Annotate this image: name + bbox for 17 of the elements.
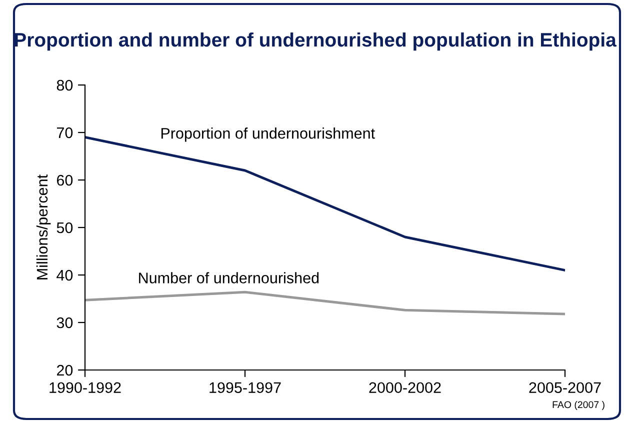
y-tick-label: 50 bbox=[56, 222, 73, 234]
x-tick-label: 2005-2007 bbox=[529, 382, 601, 394]
x-tick-label: 1995-1997 bbox=[210, 382, 281, 394]
text: FAO (2007 ) bbox=[552, 400, 604, 410]
series-label: Number of undernourished bbox=[139, 272, 319, 284]
x-tick-label: 1990-1992 bbox=[50, 382, 121, 394]
line-series bbox=[85, 290, 565, 316]
x-tick-label: 2000-2002 bbox=[369, 382, 441, 394]
y-tick-label: 70 bbox=[56, 127, 73, 138]
y-tick-label: 40 bbox=[56, 270, 73, 281]
chart-title: Proportion and number of undernourished population in Ethiopia bbox=[14, 32, 617, 51]
series-label: Proportion of undernourishment bbox=[161, 128, 375, 142]
y-tick-label: 30 bbox=[56, 317, 73, 328]
y-tick-label: 20 bbox=[56, 364, 73, 376]
y-axis-title: Millions/percent bbox=[36, 174, 51, 280]
y-tick-label: 60 bbox=[56, 174, 73, 186]
y-tick-label: 80 bbox=[56, 80, 73, 91]
